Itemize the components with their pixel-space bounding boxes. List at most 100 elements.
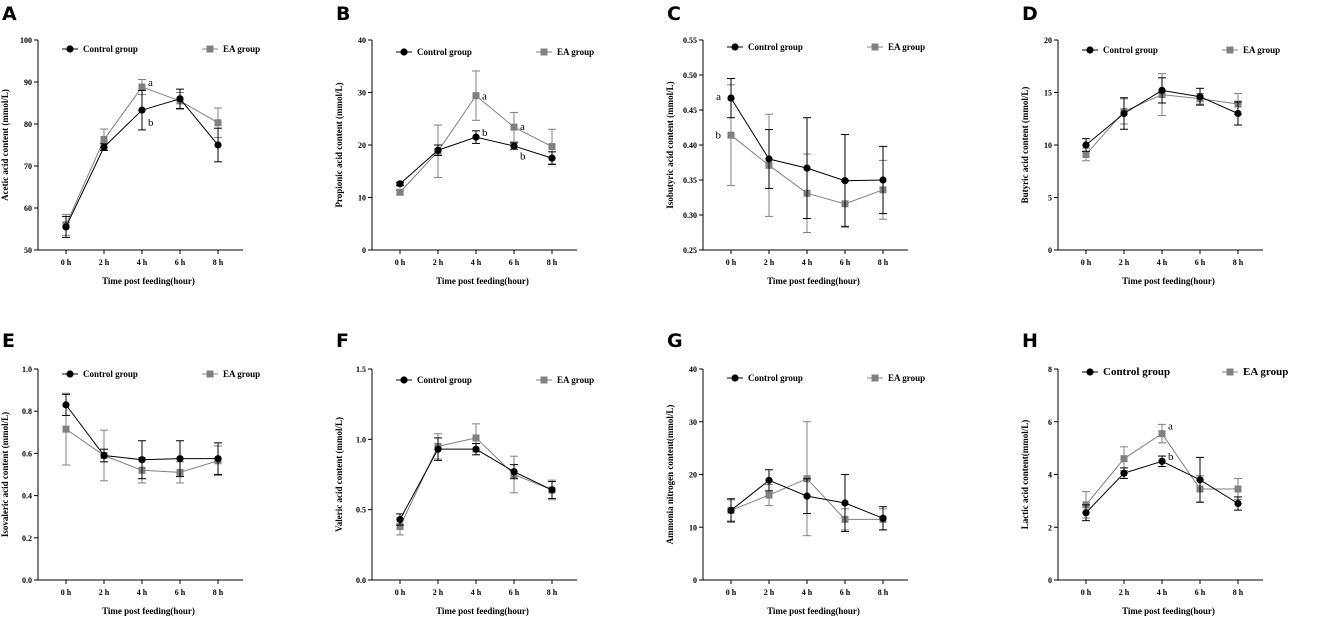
panel-h-y-tick-label: 8: [1048, 365, 1052, 374]
panel-a-ea-point: [100, 136, 108, 144]
panel-c-legend-ea-marker: [871, 43, 879, 51]
panel-c-x-tick-label: 8 h: [878, 258, 889, 267]
panel-a-y-tick-label: 70: [24, 162, 32, 171]
panel-d-x-tick-label: 2 h: [1119, 258, 1130, 267]
panel-e-x-tick-label: 0 h: [61, 588, 72, 597]
panel-g-letter: G: [667, 330, 683, 352]
panel-f-x-tick-label: 0 h: [395, 588, 406, 597]
panel-e-y-tick-label: 0.4: [22, 492, 32, 501]
panel-d-y-tick-label: 20: [1044, 36, 1052, 45]
panel-b-legend-ea-marker: [540, 48, 548, 56]
panel-d-letter: D: [1022, 3, 1038, 25]
panel-e-legend-ea-marker: [206, 370, 214, 378]
panel-a-x-tick-label: 8 h: [213, 258, 224, 267]
panel-e-control-point: [214, 455, 222, 463]
panel-e-letter: E: [2, 330, 15, 352]
panel-g-x-tick-label: 4 h: [802, 588, 813, 597]
panel-d-x-tick-label: 4 h: [1157, 258, 1168, 267]
panel-d-control-point: [1234, 109, 1242, 118]
panel-f-x-tick-label: 4 h: [471, 588, 482, 597]
panel-c-x-tick-label: 6 h: [840, 258, 851, 267]
panel-f-legend-control-marker: [400, 376, 408, 384]
panel-c-ea-point: [727, 131, 735, 139]
panel-a-y-tick-label: 100: [20, 36, 32, 45]
panel-h-legend-ea-marker: [1226, 368, 1234, 376]
panel-h-y-tick-label: 0: [1048, 576, 1052, 585]
panel-f-control-point: [434, 445, 442, 453]
panel-a-y-tick-label: 60: [24, 204, 32, 213]
panel-b-y-axis-title: Propionic acid content (mmol/L): [334, 82, 344, 207]
panel-d-control-point: [1120, 109, 1128, 118]
panel-b-control-point: [510, 142, 518, 150]
panel-c-x-tick-label: 2 h: [764, 258, 775, 267]
panel-b-ea-point: [548, 143, 556, 151]
panel-e-ea-point: [62, 425, 70, 433]
panel-f-y-tick-label: 1.5: [356, 365, 366, 374]
panel-b-ea-point: [472, 92, 480, 100]
panel-c-control-point: [879, 176, 887, 184]
panel-c-y-tick-label: 0.30: [683, 211, 697, 220]
panel-a-control-point: [138, 106, 146, 114]
panel-c-significance-label: b: [716, 130, 722, 142]
panel-b-letter: B: [336, 3, 350, 25]
panel-c-y-tick-label: 0.45: [683, 106, 697, 115]
panel-c: C 0.25 0.30 0.35 0.40 0.45 0.50 0.55 0 h 2 h 4 h 6 …: [665, 3, 925, 286]
panel-c-significance-label: a: [716, 91, 721, 103]
panel-b-control-point: [396, 180, 404, 188]
panel-e-y-tick-label: 0.0: [22, 576, 32, 585]
panel-d-y-tick-label: 15: [1044, 89, 1052, 98]
panel-h-control-point: [1234, 499, 1242, 508]
panel-f-y-tick-label: 1.0: [356, 435, 366, 444]
panel-g-y-axis-title: Ammonia nitrogen content(mmol/L): [665, 405, 675, 545]
panel-g-x-tick-label: 0 h: [726, 588, 737, 597]
panel-f: F 0.0 0.5 1.0 1.5 0 h 2 h 4 h 6 h 8 h Time post fe…: [334, 330, 594, 616]
panel-d-y-tick-label: 10: [1044, 141, 1052, 150]
panel-h-significance-label: b: [1168, 451, 1174, 463]
panel-h-x-tick-label: 2 h: [1119, 588, 1130, 597]
panel-c-letter: C: [667, 3, 681, 25]
panel-d-control-point: [1082, 141, 1090, 149]
panel-b-significance-label: b: [482, 127, 488, 139]
panel-a-legend-control-label: Control group: [83, 44, 138, 54]
panel-a-y-tick-label: 80: [24, 120, 32, 129]
panel-e-control-point: [176, 455, 184, 463]
panel-f-x-axis-title: Time post feeding(hour): [436, 606, 529, 616]
panel-h-y-tick-label: 2: [1048, 523, 1052, 532]
panel-h-control-point: [1082, 509, 1090, 517]
panel-g-control-point: [879, 514, 887, 522]
panel-b-y-tick-label: 30: [358, 89, 366, 98]
panel-c-legend-ea-label: EA group: [888, 42, 925, 52]
panel-h: H 0 2 4 6 8 0 h 2 h 4 h 6 h 8 h Time post feeding(h…: [1020, 330, 1288, 616]
panel-a-significance-label: b: [148, 117, 154, 129]
panel-e-legend-control-marker: [66, 370, 74, 378]
panel-b-control-point: [548, 154, 556, 162]
panel-c-y-tick-label: 0.50: [683, 71, 697, 80]
panel-b-significance-label: b: [520, 151, 526, 163]
panel-d-y-tick-label: 0: [1048, 246, 1052, 255]
panel-g-control-point: [841, 499, 849, 507]
panel-h-control-line: [1085, 460, 1239, 514]
panel-d-control-point: [1196, 93, 1204, 101]
panel-b-control-point: [472, 133, 480, 141]
panel-c-y-tick-label: 0.55: [683, 36, 697, 45]
panel-f-control-point: [472, 445, 480, 453]
panel-g-legend-control-label: Control group: [748, 373, 803, 383]
panel-b-control-line: [399, 136, 553, 185]
panel-f-x-tick-label: 8 h: [547, 588, 558, 597]
panel-h-x-tick-label: 0 h: [1081, 588, 1092, 597]
panel-e-control-point: [138, 456, 146, 464]
panel-f-control-point: [548, 486, 556, 494]
panel-b-y-tick-label: 40: [358, 36, 366, 45]
panel-h-x-tick-label: 4 h: [1157, 588, 1168, 597]
panel-d-control-point: [1158, 86, 1166, 94]
panel-e-control-point: [62, 401, 70, 409]
panel-c-y-tick-label: 0.25: [683, 246, 697, 255]
panel-d-x-tick-label: 0 h: [1081, 258, 1092, 267]
panel-f-legend-control-label: Control group: [417, 375, 472, 385]
panel-a-legend-control-marker: [66, 45, 74, 53]
panel-b-x-tick-label: 2 h: [433, 258, 444, 267]
panel-a-x-tick-label: 0 h: [61, 258, 72, 267]
panel-g-legend-control-marker: [731, 374, 739, 382]
panel-b-ea-point: [510, 123, 518, 131]
